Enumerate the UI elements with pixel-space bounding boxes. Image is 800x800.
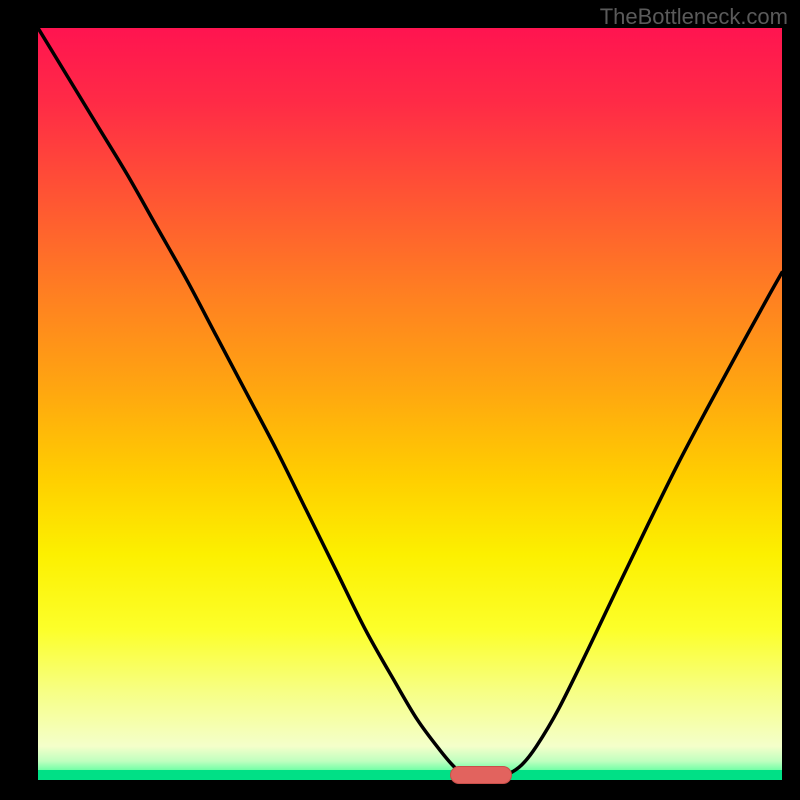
watermark-text: TheBottleneck.com: [600, 4, 788, 30]
plot-area: [38, 28, 782, 780]
optimal-marker: [450, 766, 512, 784]
curve-path: [38, 28, 782, 779]
bottleneck-curve: [38, 28, 782, 780]
chart-frame: TheBottleneck.com: [0, 0, 800, 800]
